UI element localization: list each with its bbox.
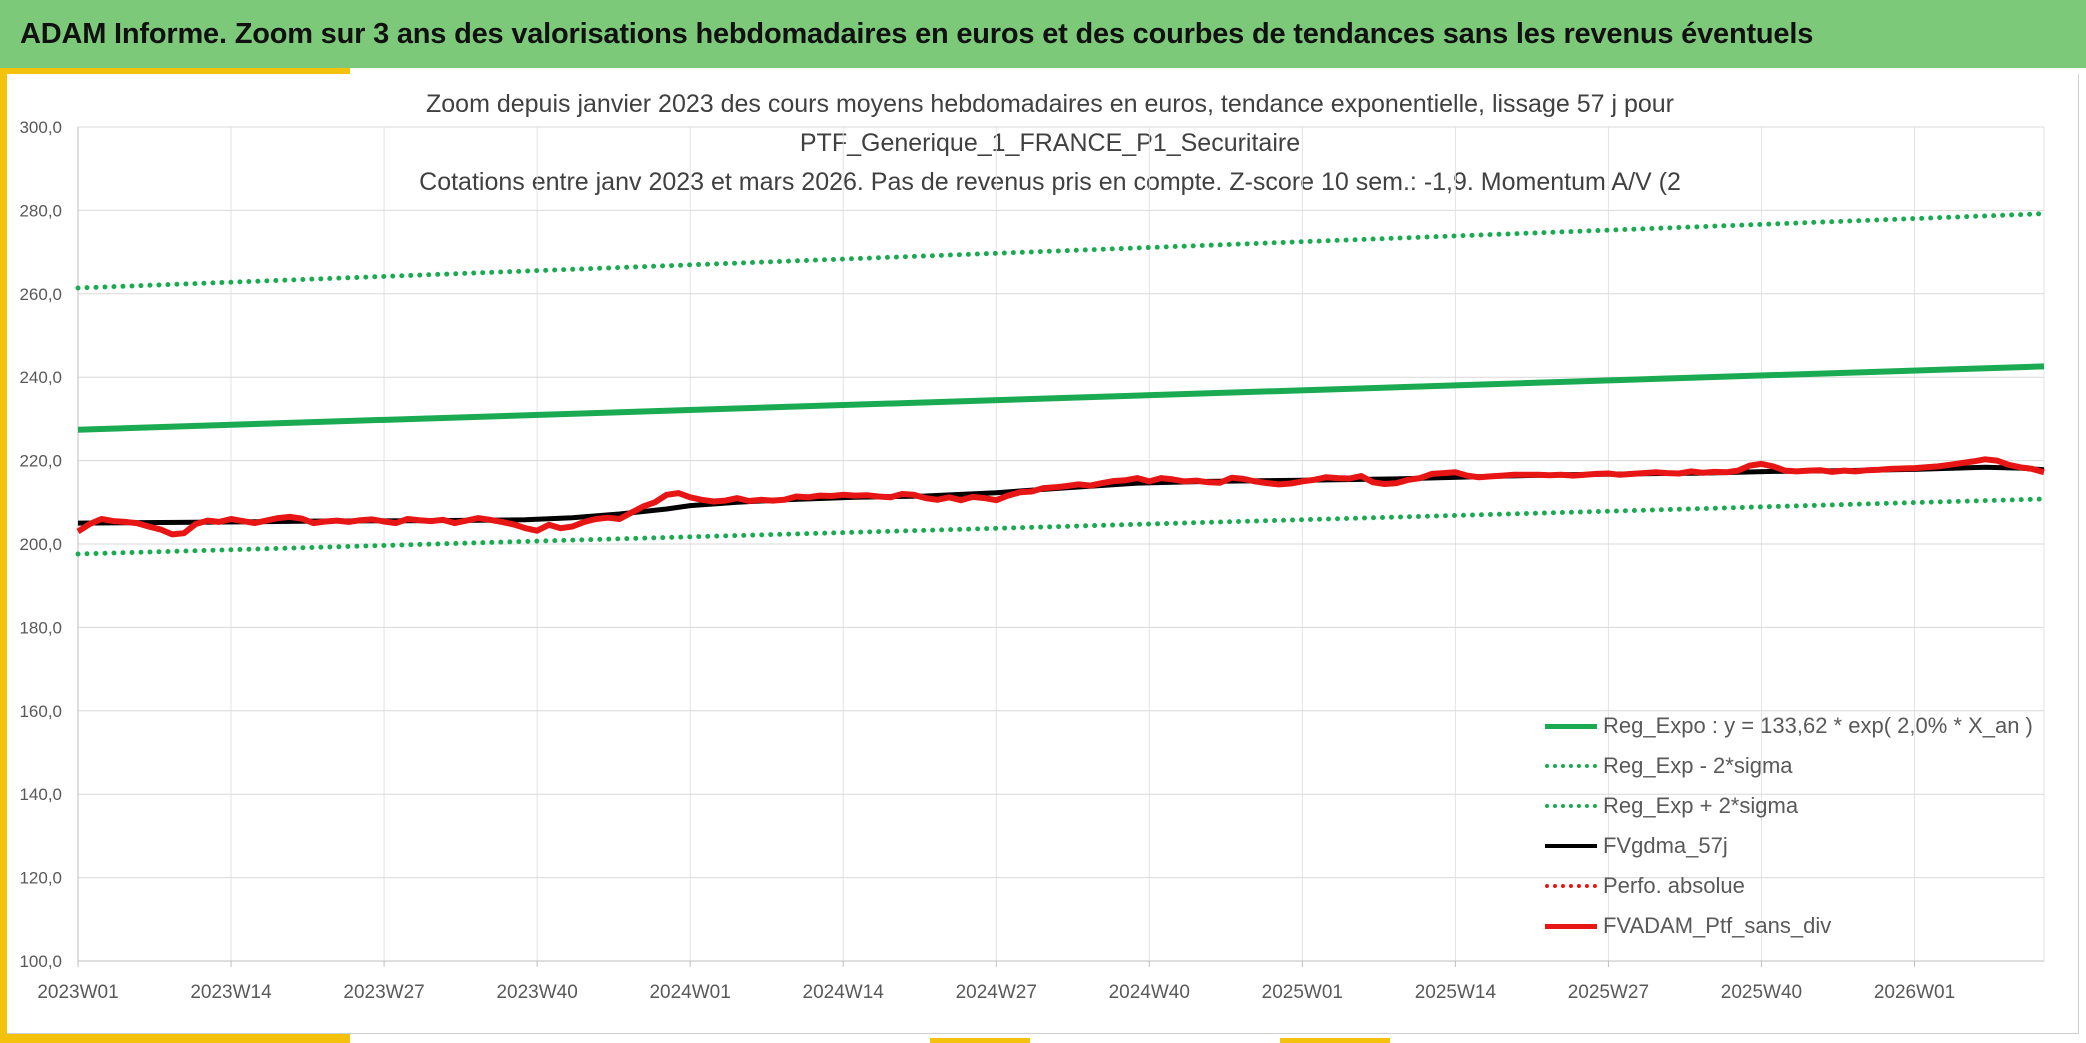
header-banner: ADAM Informe. Zoom sur 3 ans des valoris…	[0, 0, 2086, 68]
series-line-1	[75, 496, 2047, 557]
legend-swatch	[1545, 884, 1597, 888]
series-line-3	[77, 464, 2045, 526]
y-tick-label: 160,0	[19, 702, 62, 721]
chart-legend: Reg_Expo : y = 133,62 * exp( 2,0% * X_an…	[1545, 706, 2065, 946]
legend-label: Reg_Expo : y = 133,62 * exp( 2,0% * X_an…	[1603, 713, 2033, 738]
x-tick-label: 2025W27	[1568, 982, 1649, 1003]
accent-bar-bottom-right	[1280, 1038, 1390, 1043]
chart-title-line-3: Cotations entre janv 2023 et mars 2026. …	[419, 168, 1681, 196]
page-title: ADAM Informe. Zoom sur 3 ans des valoris…	[20, 17, 1814, 50]
legend-item: Reg_Exp + 2*sigma	[1545, 786, 2065, 826]
chart-title-line-1: Zoom depuis janvier 2023 des cours moyen…	[426, 90, 1674, 118]
x-tick-label: 2023W40	[496, 982, 577, 1003]
legend-item: FVADAM_Ptf_sans_div	[1545, 906, 2065, 946]
x-tick-label: 2024W40	[1109, 982, 1190, 1003]
legend-swatch	[1545, 923, 1597, 929]
accent-bar-top	[0, 68, 350, 74]
series-line-5	[76, 456, 2045, 538]
y-tick-label: 280,0	[19, 201, 62, 220]
x-tick-label: 2025W01	[1262, 982, 1343, 1003]
accent-bar-bottom-mid	[930, 1038, 1030, 1043]
x-tick-label: 2024W14	[803, 982, 885, 1003]
legend-label: Reg_Exp + 2*sigma	[1603, 793, 1799, 818]
series-line-2	[75, 211, 2047, 291]
x-tick-label: 2025W40	[1721, 982, 1802, 1003]
y-tick-label: 240,0	[19, 368, 62, 387]
accent-bar-left	[0, 68, 7, 1043]
chart-title-line-2: PTF_Generique_1_FRANCE_P1_Securitaire	[799, 129, 1301, 157]
y-tick-label: 260,0	[19, 285, 62, 304]
chart-frame	[7, 74, 2079, 1034]
y-tick-label: 220,0	[19, 452, 62, 471]
accent-bar-bottom	[0, 1034, 350, 1043]
x-tick-label: 2023W27	[343, 982, 424, 1003]
legend-label: FVADAM_Ptf_sans_div	[1603, 913, 1832, 938]
series-line-0	[77, 363, 2045, 433]
legend-swatch	[1545, 804, 1597, 808]
legend-item: Reg_Expo : y = 133,62 * exp( 2,0% * X_an…	[1545, 706, 2065, 746]
x-tick-label: 2024W01	[649, 982, 730, 1003]
y-tick-label: 180,0	[19, 618, 62, 637]
legend-item: Perfo. absolue	[1545, 866, 2065, 906]
legend-item: Reg_Exp - 2*sigma	[1545, 746, 2065, 786]
legend-label: Reg_Exp - 2*sigma	[1603, 753, 1793, 778]
legend-label: FVgdma_57j	[1603, 833, 1728, 858]
legend-swatch	[1545, 723, 1597, 729]
x-tick-label: 2023W01	[37, 982, 118, 1003]
x-tick-label: 2023W14	[190, 982, 272, 1003]
y-tick-label: 300,0	[19, 118, 62, 137]
legend-swatch	[1545, 844, 1597, 848]
y-tick-label: 120,0	[19, 869, 62, 888]
legend-item: FVgdma_57j	[1545, 826, 2065, 866]
x-tick-label: 2024W27	[956, 982, 1037, 1003]
y-tick-label: 100,0	[19, 952, 62, 971]
x-tick-label: 2026W01	[1874, 982, 1955, 1003]
y-tick-label: 200,0	[19, 535, 62, 554]
legend-swatch	[1545, 764, 1597, 768]
x-tick-label: 2025W14	[1415, 982, 1497, 1003]
y-tick-label: 140,0	[19, 785, 62, 804]
legend-label: Perfo. absolue	[1603, 873, 1745, 898]
